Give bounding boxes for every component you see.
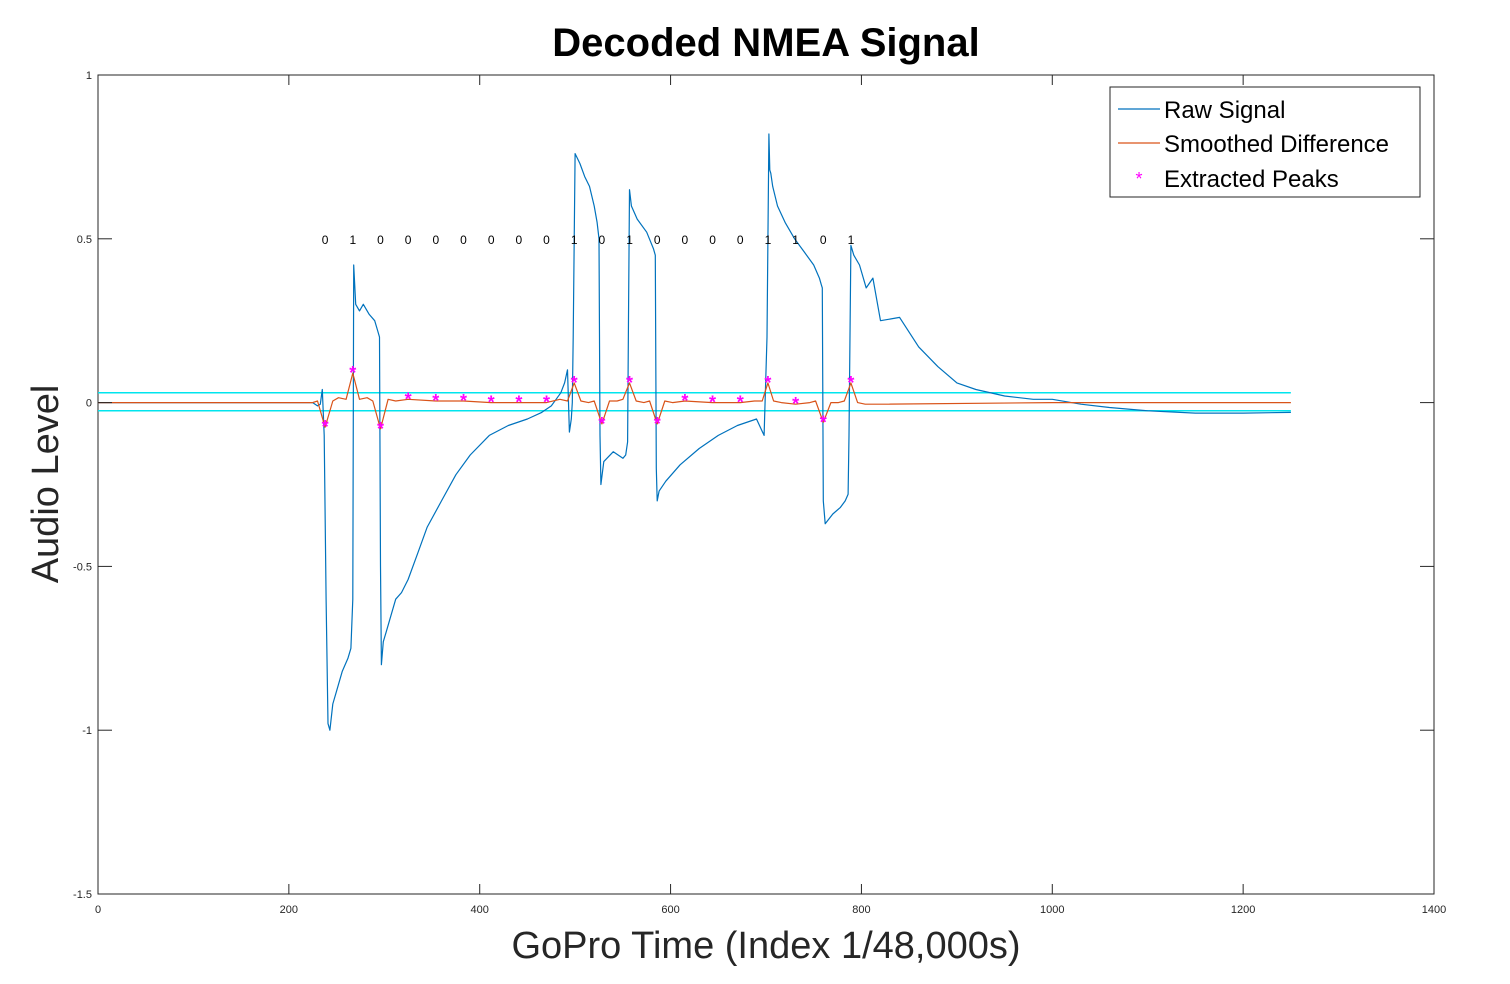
legend-swatch-extracted-peaks: * — [1135, 169, 1142, 189]
y-axis-label: Audio Level — [25, 385, 67, 584]
bit-label: 0 — [460, 233, 467, 247]
bit-label: 1 — [571, 233, 578, 247]
x-tick-label: 400 — [471, 904, 489, 916]
bit-label: 0 — [432, 233, 439, 247]
bit-labels: 0 1 0 0 0 0 0 0 0 1 0 1 0 0 0 0 1 1 0 1 — [322, 233, 855, 247]
peak-marker: * — [792, 394, 799, 414]
bit-label: 0 — [654, 233, 661, 247]
peak-marker: * — [322, 417, 329, 437]
series-line-smoothed-difference — [98, 372, 1291, 430]
x-tick-label: 1000 — [1040, 904, 1064, 916]
y-tick-label: -1.5 — [73, 889, 92, 901]
series-line-raw-signal — [98, 133, 1291, 731]
bit-label: 0 — [515, 233, 522, 247]
bit-label: 0 — [599, 233, 606, 247]
legend-label-raw-signal: Raw Signal — [1164, 97, 1285, 124]
peak-marker: * — [488, 393, 495, 413]
peak-marker: * — [377, 419, 384, 439]
peak-marker: * — [432, 391, 439, 411]
peak-marker: * — [543, 393, 550, 413]
axes-box — [97, 74, 1435, 895]
bit-label: 0 — [709, 233, 716, 247]
bit-label: 1 — [349, 233, 356, 247]
x-tick-label: 600 — [661, 904, 679, 916]
x-tick-label: 1400 — [1422, 904, 1446, 916]
y-tick-label: 1 — [86, 70, 92, 82]
peak-marker: * — [820, 412, 827, 432]
peak-marker: * — [571, 373, 578, 393]
bit-label: 0 — [737, 233, 744, 247]
peak-marker: * — [764, 373, 771, 393]
y-tick-label: 0.5 — [77, 234, 92, 246]
axis-ticks: 0 200 400 600 800 1000 1200 1400-1.5-1-0.500.51 — [73, 70, 1446, 916]
x-tick-label: 800 — [852, 904, 870, 916]
series-layer: * * * * * * * * * * * * * * * * * * * * — [98, 133, 1291, 731]
bit-label: 0 — [543, 233, 550, 247]
x-tick-label: 200 — [280, 904, 298, 916]
x-tick-label: 0 — [95, 904, 101, 916]
peak-marker: * — [349, 363, 356, 383]
peak-marker: * — [847, 373, 854, 393]
threshold-lines — [98, 392, 1291, 412]
y-tick-label: -1 — [82, 725, 92, 737]
peak-marker: * — [515, 393, 522, 413]
peak-marker: * — [737, 393, 744, 413]
bit-label: 0 — [322, 233, 329, 247]
peak-marker: * — [709, 393, 716, 413]
legend-label-extracted-peaks: Extracted Peaks — [1164, 166, 1339, 193]
bit-label: 0 — [820, 233, 827, 247]
bit-label: 0 — [488, 233, 495, 247]
legend-label-smoothed-difference: Smoothed Difference — [1164, 131, 1389, 158]
bit-label: 1 — [626, 233, 633, 247]
x-axis-label: GoPro Time (Index 1/48,000s) — [511, 925, 1020, 967]
bit-label: 1 — [848, 233, 855, 247]
peak-marker: * — [598, 414, 605, 434]
y-tick-label: 0 — [86, 398, 92, 410]
y-tick-label: -0.5 — [73, 561, 92, 573]
bit-label: 0 — [405, 233, 412, 247]
peak-marker: * — [654, 414, 661, 434]
legend-box — [1109, 86, 1421, 198]
peak-marker: * — [626, 373, 633, 393]
bit-label: 0 — [377, 233, 384, 247]
peak-marker: * — [460, 391, 467, 411]
x-tick-label: 1200 — [1231, 904, 1255, 916]
peak-marker: * — [681, 391, 688, 411]
bit-label: 0 — [682, 233, 689, 247]
bit-label: 1 — [792, 233, 799, 247]
bit-label: 1 — [765, 233, 772, 247]
peak-marker: * — [405, 389, 412, 409]
chart-title: Decoded NMEA Signal — [552, 21, 979, 65]
legend: Raw Signal Smoothed Difference * Extract… — [1109, 86, 1421, 198]
